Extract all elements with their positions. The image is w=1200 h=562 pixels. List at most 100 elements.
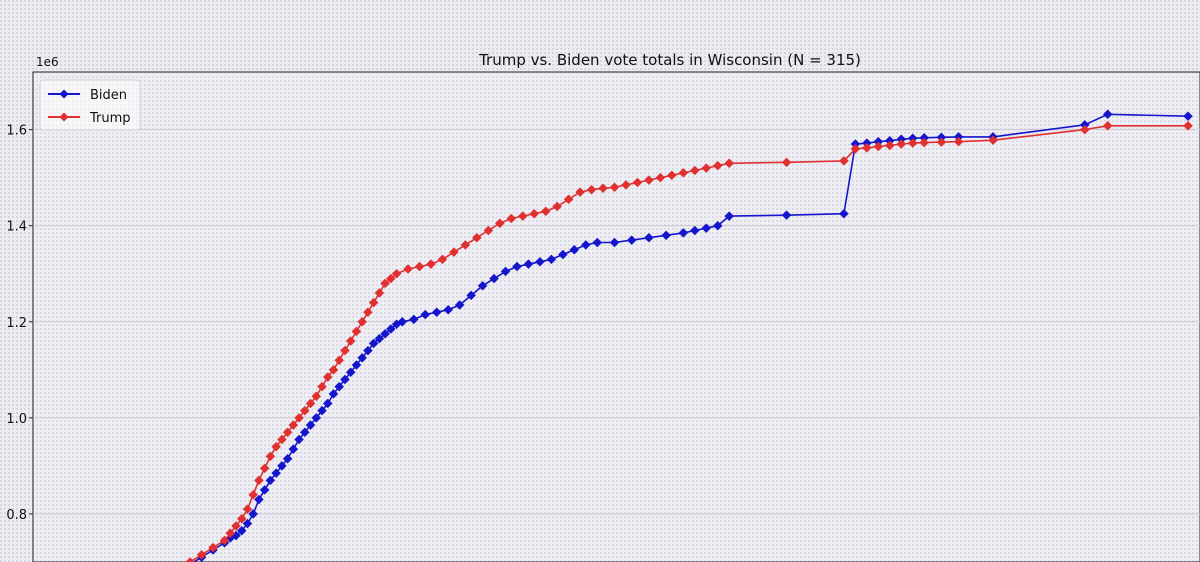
- data-point: [907, 138, 918, 148]
- data-point: [523, 259, 534, 270]
- data-point: [569, 244, 580, 255]
- data-point: [248, 489, 259, 500]
- data-point: [196, 549, 207, 560]
- legend-label: Biden: [90, 88, 127, 103]
- legend: Biden Trump: [39, 79, 141, 131]
- data-point: [598, 183, 608, 194]
- data-point: [345, 336, 356, 346]
- data-point: [357, 316, 368, 327]
- data-point: [781, 210, 792, 221]
- data-point: [403, 264, 413, 274]
- data-point: [219, 535, 230, 546]
- data-point: [861, 143, 872, 153]
- data-point: [254, 475, 264, 486]
- data-point: [271, 441, 281, 452]
- data-point: [368, 338, 379, 349]
- data-point: [374, 333, 385, 344]
- data-point: [678, 228, 689, 238]
- data-point: [1183, 111, 1193, 122]
- data-point: [1102, 120, 1113, 131]
- data-point: [236, 525, 247, 536]
- data-point: [609, 182, 620, 193]
- data-point: [546, 254, 557, 265]
- data-point: [248, 509, 259, 519]
- data-point: [632, 177, 643, 188]
- y-tick-label: 0.8: [6, 508, 27, 523]
- data-point: [953, 136, 964, 147]
- data-point: [472, 232, 482, 243]
- data-point: [259, 463, 270, 474]
- data-point: [850, 144, 861, 154]
- data-point: [466, 290, 476, 301]
- data-point: [294, 413, 304, 423]
- legend-item-trump: Trump: [48, 111, 131, 126]
- data-point: [494, 218, 505, 229]
- data-point: [712, 160, 723, 171]
- data-point: [580, 240, 591, 250]
- data-point: [277, 434, 287, 445]
- plot-area: [32, 71, 1200, 562]
- data-point: [575, 187, 585, 197]
- data-point: [265, 475, 276, 486]
- series-trump: [185, 120, 1193, 562]
- data-point: [655, 172, 666, 183]
- data-point: [328, 389, 339, 399]
- data-point: [368, 297, 379, 308]
- data-point: [305, 398, 316, 409]
- data-point: [1183, 120, 1193, 131]
- series-layer: [185, 109, 1193, 562]
- data-point: [322, 372, 333, 382]
- data-point: [265, 451, 276, 462]
- data-point: [449, 247, 459, 258]
- data-point: [391, 268, 402, 279]
- data-point: [454, 300, 465, 310]
- data-point: [529, 208, 540, 219]
- y-offset-label: 1e6: [36, 55, 59, 69]
- data-point: [345, 367, 356, 378]
- data-point: [689, 165, 700, 176]
- data-point: [873, 141, 884, 152]
- y-tick-label: 1.4: [6, 220, 27, 235]
- data-point: [701, 223, 712, 233]
- data-point: [380, 278, 390, 289]
- data-point: [185, 557, 195, 562]
- data-point: [236, 513, 247, 524]
- data-point: [317, 381, 327, 392]
- data-point: [305, 420, 316, 430]
- data-point: [483, 225, 494, 236]
- data-point: [701, 163, 712, 173]
- data-point: [431, 307, 442, 318]
- series-biden: [187, 109, 1193, 562]
- data-point: [437, 254, 448, 265]
- data-point: [1079, 124, 1090, 135]
- series-line-biden: [192, 113, 1189, 562]
- data-point: [988, 135, 998, 146]
- data-point: [374, 288, 385, 298]
- data-point: [414, 261, 425, 272]
- data-point: [334, 355, 345, 366]
- data-point: [351, 326, 362, 337]
- chart-title: Trump vs. Biden vote totals in Wisconsin…: [478, 51, 861, 69]
- y-tick-label: 1.2: [6, 316, 27, 331]
- data-point: [334, 381, 345, 392]
- legend-swatch-marker: [59, 89, 69, 99]
- data-point: [242, 504, 253, 515]
- data-point: [357, 352, 368, 363]
- data-point: [282, 453, 293, 464]
- data-point: [242, 518, 253, 529]
- data-point: [712, 220, 723, 231]
- data-point: [781, 157, 792, 168]
- data-point: [626, 235, 637, 245]
- data-point: [517, 211, 528, 221]
- data-point: [443, 304, 454, 315]
- data-point: [535, 256, 545, 267]
- data-point: [288, 444, 299, 454]
- data-point: [666, 170, 677, 181]
- data-point: [231, 521, 241, 531]
- data-point: [363, 345, 373, 356]
- y-tick-label: 1.0: [6, 412, 27, 427]
- data-point: [512, 261, 522, 272]
- data-point: [884, 140, 895, 151]
- data-point: [340, 345, 350, 356]
- data-point: [563, 194, 574, 205]
